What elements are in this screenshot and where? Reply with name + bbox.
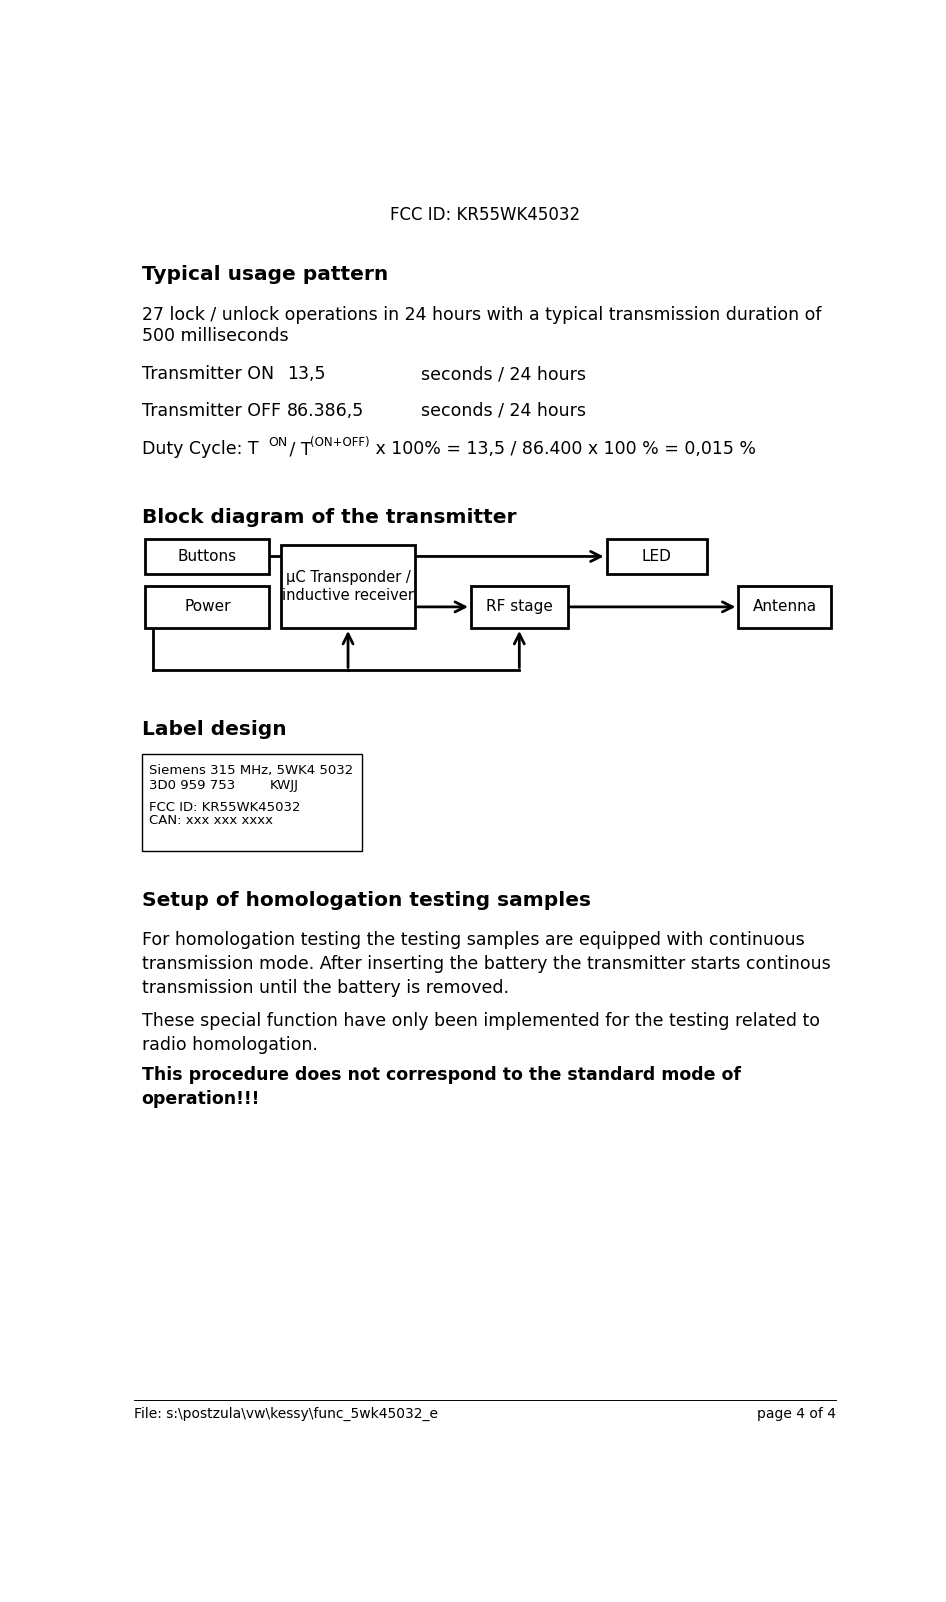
Text: LED: LED: [642, 549, 672, 564]
Text: Block diagram of the transmitter: Block diagram of the transmitter: [142, 508, 516, 527]
Text: Transmitter ON: Transmitter ON: [142, 365, 273, 383]
Text: RF stage: RF stage: [486, 599, 552, 615]
Text: Siemens 315 MHz, 5WK4 5032: Siemens 315 MHz, 5WK4 5032: [149, 764, 354, 777]
Text: / T: / T: [284, 441, 312, 458]
Bar: [738, 586, 832, 628]
Text: seconds / 24 hours: seconds / 24 hours: [421, 402, 586, 420]
Text: Antenna: Antenna: [753, 599, 816, 615]
Text: (ON+OFF): (ON+OFF): [310, 436, 370, 449]
Text: Buttons: Buttons: [178, 549, 236, 564]
Text: 27 lock / unlock operations in 24 hours with a typical transmission duration of
: 27 lock / unlock operations in 24 hours …: [142, 306, 821, 344]
Text: These special function have only been implemented for the testing related to
rad: These special function have only been im…: [142, 1012, 819, 1054]
Text: 86.386,5: 86.386,5: [288, 402, 364, 420]
Bar: [606, 538, 708, 574]
Text: 3D0 959 753: 3D0 959 753: [149, 779, 236, 791]
Text: CAN: xxx xxx xxxx: CAN: xxx xxx xxxx: [149, 814, 273, 827]
Text: μC Transponder /
inductive receiver: μC Transponder / inductive receiver: [282, 570, 414, 602]
Text: seconds / 24 hours: seconds / 24 hours: [421, 365, 586, 383]
Text: Power: Power: [184, 599, 231, 615]
Bar: [146, 538, 270, 574]
Text: Duty Cycle: T: Duty Cycle: T: [142, 441, 258, 458]
Bar: [471, 586, 568, 628]
Bar: [281, 545, 415, 628]
Text: page 4 of 4: page 4 of 4: [757, 1407, 836, 1421]
Text: x 100% = 13,5 / 86.400 x 100 % = 0,015 %: x 100% = 13,5 / 86.400 x 100 % = 0,015 %: [370, 441, 756, 458]
Text: Setup of homologation testing samples: Setup of homologation testing samples: [142, 891, 590, 910]
Text: File: s:\postzula\vw\kessy\func_5wk45032_e: File: s:\postzula\vw\kessy\func_5wk45032…: [133, 1407, 438, 1421]
Text: FCC ID: KR55WK45032: FCC ID: KR55WK45032: [149, 801, 301, 814]
Text: ON: ON: [268, 436, 287, 449]
Text: For homologation testing the testing samples are equipped with continuous
transm: For homologation testing the testing sam…: [142, 931, 831, 996]
Bar: [142, 755, 362, 851]
Text: KWJJ: KWJJ: [270, 779, 298, 791]
Text: Typical usage pattern: Typical usage pattern: [142, 266, 388, 285]
Text: Label design: Label design: [142, 719, 286, 739]
Text: This procedure does not correspond to the standard mode of
operation!!!: This procedure does not correspond to th…: [142, 1067, 741, 1109]
Text: FCC ID: KR55WK45032: FCC ID: KR55WK45032: [390, 207, 580, 224]
Text: Transmitter OFF: Transmitter OFF: [142, 402, 281, 420]
Bar: [146, 586, 270, 628]
Text: 13,5: 13,5: [288, 365, 325, 383]
